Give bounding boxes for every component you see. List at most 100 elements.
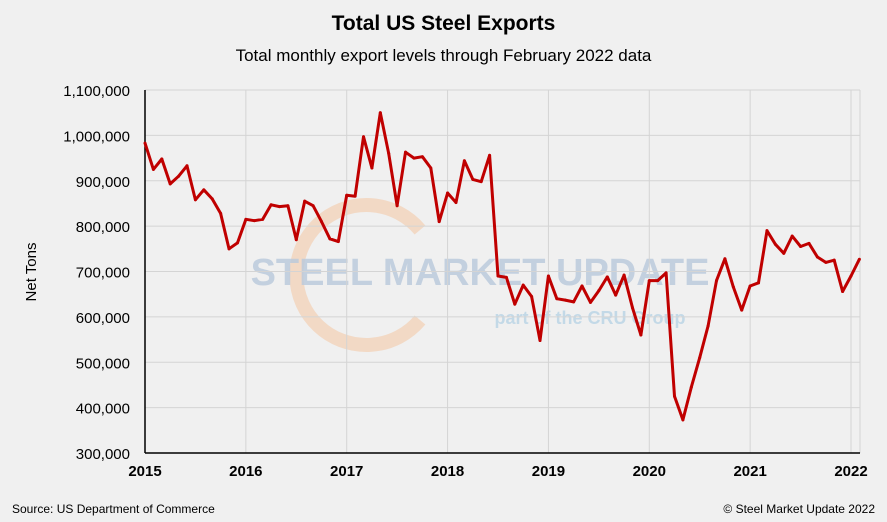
data-point <box>597 289 601 293</box>
y-tick-label: 500,000 <box>76 355 130 372</box>
data-point <box>303 199 307 203</box>
data-point <box>202 188 206 192</box>
data-point <box>471 177 475 181</box>
data-point <box>698 356 702 360</box>
watermark-subtext: part of the CRU Group <box>495 308 686 328</box>
data-point <box>504 275 508 279</box>
x-tick-label: 2020 <box>633 463 666 480</box>
data-point <box>673 394 676 398</box>
data-point <box>832 258 836 262</box>
data-point <box>143 141 147 145</box>
data-point <box>731 285 735 289</box>
x-tick-label: 2019 <box>532 463 565 480</box>
y-tick-label: 300,000 <box>76 446 130 463</box>
data-point <box>454 201 458 205</box>
data-point <box>269 203 273 207</box>
data-point <box>387 152 391 156</box>
data-point <box>563 298 567 302</box>
watermark-text: STEEL MARKET UPDATE <box>251 252 710 294</box>
data-point <box>151 167 155 171</box>
data-point <box>513 302 517 306</box>
data-point <box>807 241 811 245</box>
data-point <box>799 245 803 249</box>
x-tick-label: 2022 <box>834 463 867 480</box>
data-point <box>370 166 374 170</box>
data-point <box>706 324 710 328</box>
y-tick-label: 600,000 <box>76 310 130 327</box>
data-point <box>479 180 483 184</box>
data-point <box>353 194 357 198</box>
data-point <box>614 293 618 297</box>
data-point <box>521 283 525 287</box>
data-point <box>362 135 366 139</box>
data-point <box>530 294 534 298</box>
data-point <box>177 174 181 178</box>
data-point <box>446 191 450 195</box>
data-point <box>160 157 164 161</box>
x-tick-label: 2018 <box>431 463 464 480</box>
data-point <box>824 260 828 264</box>
data-point <box>588 300 592 304</box>
data-point <box>773 242 777 246</box>
data-point <box>622 273 626 277</box>
data-point <box>277 205 281 209</box>
data-point <box>782 251 786 255</box>
y-tick-label: 900,000 <box>76 174 130 191</box>
x-tick-label: 2021 <box>733 463 766 480</box>
data-point <box>723 257 727 261</box>
data-point <box>168 182 172 186</box>
data-point <box>656 279 660 283</box>
chart-title: Total US Steel Exports <box>331 12 556 35</box>
data-point <box>555 297 559 301</box>
source-note: Source: US Department of Commerce <box>12 502 215 516</box>
data-point <box>235 241 239 245</box>
data-point <box>580 284 584 288</box>
data-point <box>715 279 719 283</box>
data-point <box>857 257 861 261</box>
data-point <box>765 229 769 233</box>
y-tick-label: 700,000 <box>76 265 130 282</box>
y-tick-label: 800,000 <box>76 219 130 236</box>
data-point <box>210 197 214 201</box>
data-point <box>412 156 416 160</box>
chart-subtitle: Total monthly export levels through Febr… <box>235 46 652 65</box>
y-axis-label: Net Tons <box>23 243 40 302</box>
copyright-note: © Steel Market Update 2022 <box>723 502 875 516</box>
data-point <box>572 300 576 304</box>
data-point <box>185 164 189 168</box>
data-point <box>404 150 408 154</box>
data-point <box>815 255 819 259</box>
data-point <box>740 308 744 312</box>
data-point <box>193 198 197 202</box>
data-point <box>748 284 752 288</box>
data-point <box>437 220 441 224</box>
x-tick-label: 2017 <box>330 463 363 480</box>
data-point <box>429 166 433 170</box>
y-tick-label: 1,100,000 <box>63 83 130 100</box>
data-point <box>219 211 223 215</box>
data-point <box>790 234 794 238</box>
watermark-arc-icon <box>289 198 426 352</box>
data-point <box>462 159 466 163</box>
data-point <box>395 204 399 208</box>
x-tick-label: 2016 <box>229 463 262 480</box>
data-point <box>244 217 248 221</box>
data-point <box>488 153 492 157</box>
x-tick-label: 2015 <box>128 463 161 480</box>
data-point <box>286 204 290 208</box>
data-point <box>328 237 332 241</box>
data-point <box>227 247 231 251</box>
data-point <box>849 274 853 278</box>
y-tick-label: 1,000,000 <box>63 128 130 145</box>
data-point <box>311 204 315 208</box>
data-point <box>336 240 340 244</box>
data-point <box>546 274 550 278</box>
data-point <box>320 220 323 224</box>
data-point <box>538 338 542 342</box>
data-point <box>639 333 643 337</box>
data-point <box>664 271 668 275</box>
data-point <box>252 219 256 223</box>
data-point <box>261 217 265 221</box>
data-point <box>757 281 761 285</box>
